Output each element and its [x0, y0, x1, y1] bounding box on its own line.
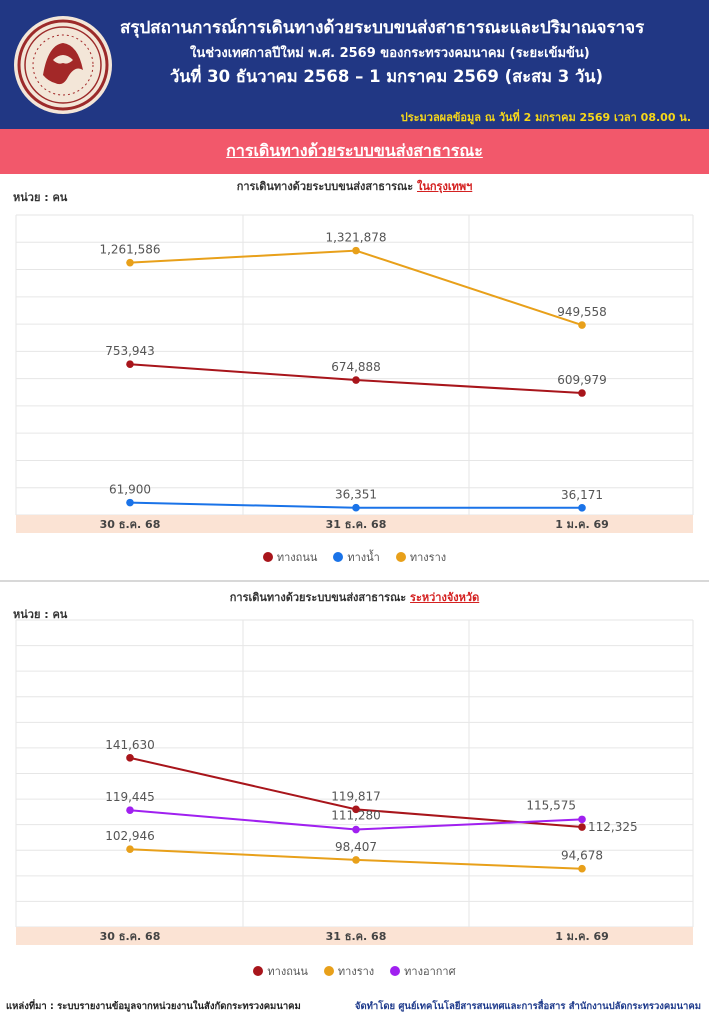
x-tick-label: 30 ธ.ค. 68	[100, 930, 161, 943]
data-point[interactable]	[578, 823, 586, 831]
legend-label: ทางน้ำ	[347, 551, 380, 564]
data-point[interactable]	[578, 389, 586, 397]
data-point[interactable]	[352, 246, 360, 255]
header: สรุปสถานการณ์การเดินทางด้วยระบบขนส่งสาธา…	[0, 0, 709, 129]
data-label: 119,445	[105, 790, 155, 804]
data-point[interactable]	[126, 498, 134, 507]
data-label: 98,407	[335, 840, 377, 854]
data-point[interactable]	[352, 503, 360, 512]
footer-producer: จัดทำโดย ศูนย์เทคโนโลยีสารสนเทศและการสื่…	[354, 1001, 701, 1012]
legend-item[interactable]: ทางราง	[395, 548, 447, 566]
data-point[interactable]	[578, 503, 586, 512]
data-label: 1,321,878	[325, 231, 386, 245]
data-point[interactable]	[578, 864, 586, 873]
legend-marker-icon	[333, 552, 344, 562]
ministry-seal-logo	[14, 16, 112, 114]
data-label: 674,888	[331, 360, 381, 374]
legend-label: ทางราง	[337, 965, 375, 978]
legend-item[interactable]: ทางอากาศ	[390, 962, 456, 980]
legend-item[interactable]: ทางถนน	[262, 548, 318, 566]
section-banner: การเดินทางด้วยระบบขนส่งสาธารณะ	[0, 129, 709, 174]
series-0: 753,943 674,888 609,979	[105, 344, 607, 397]
data-label: 112,325	[588, 820, 638, 834]
series-line	[129, 249, 583, 327]
chart1-legend: ทางถนน ทางน้ำ ทางราง	[0, 548, 709, 566]
data-point[interactable]	[126, 754, 134, 762]
data-label: 949,558	[557, 305, 607, 319]
header-title: สรุปสถานการณ์การเดินทางด้วยระบบขนส่งสาธา…	[120, 18, 645, 38]
legend-label: ทางถนน	[276, 551, 318, 564]
data-label: 1,261,586	[99, 243, 160, 257]
x-tick-label: 1 ม.ค. 69	[555, 518, 609, 531]
data-point[interactable]	[126, 258, 134, 267]
data-label: 141,630	[105, 738, 155, 752]
chart2-unit-label: หน่วย : คน	[13, 608, 68, 621]
series-1: 61,900 36,351 36,171	[109, 483, 603, 512]
x-tick-label: 1 ม.ค. 69	[555, 930, 609, 943]
header-date-range: วันที่ 30 ธันวาคม 2568 – 1 มกราคม 2569 (…	[170, 67, 604, 86]
legend-marker-icon	[395, 552, 406, 562]
legend-label: ทางอากาศ	[404, 965, 456, 978]
data-point[interactable]	[126, 806, 134, 815]
chart2-title-highlight: ระหว่างจังหวัด	[410, 591, 480, 604]
data-point[interactable]	[352, 825, 360, 834]
data-label: 36,171	[561, 488, 603, 502]
legend-marker-icon	[390, 966, 401, 976]
data-point[interactable]	[578, 815, 586, 824]
data-label: 119,817	[331, 789, 381, 803]
data-label: 115,575	[526, 798, 576, 812]
data-point[interactable]	[352, 856, 360, 864]
footer-source: แหล่งที่มา : ระบบรายงานข้อมูลจากหน่วยงาน…	[6, 1001, 301, 1012]
legend-marker-icon	[323, 966, 334, 976]
chart1-unit-label: หน่วย : คน	[13, 191, 68, 204]
gridlines	[15, 214, 694, 516]
data-label: 61,900	[109, 483, 151, 497]
legend-label: ทางถนน	[267, 965, 308, 978]
data-label: 111,280	[331, 809, 381, 823]
gridlines	[15, 619, 694, 928]
data-label: 609,979	[557, 373, 607, 387]
series-1: 102,946 98,407 94,678	[105, 829, 603, 873]
series-2: 119,445 111,280 115,575	[105, 790, 586, 834]
processed-at-text: ประมวลผลข้อมูล ณ วันที่ 2 มกราคม 2569 เว…	[400, 111, 691, 124]
data-point[interactable]	[578, 321, 586, 329]
x-axis-band	[16, 515, 693, 533]
section-divider	[0, 580, 709, 582]
chart2-plot: 30 ธ.ค. 68 31 ธ.ค. 68 1 ม.ค. 69 141,630 119,…	[15, 619, 694, 945]
chart2-title-prefix: การเดินทางด้วยระบบขนส่งสาธารณะ	[229, 591, 411, 604]
banner-label: การเดินทางด้วยระบบขนส่งสาธารณะ	[226, 141, 483, 160]
data-point[interactable]	[126, 845, 134, 853]
data-label: 102,946	[105, 829, 155, 843]
x-tick-label: 31 ธ.ค. 68	[326, 930, 387, 943]
data-point[interactable]	[352, 376, 360, 384]
x-axis-band	[16, 927, 693, 945]
legend-label: ทางราง	[409, 551, 447, 564]
series-2: 1,261,586 1,321,878 949,558	[99, 231, 607, 329]
chart1-plot: 30 ธ.ค. 68 31 ธ.ค. 68 1 ม.ค. 69 753,943 674,…	[15, 214, 694, 533]
chart1-title-highlight: ในกรุงเทพฯ	[417, 180, 473, 193]
chart2-legend: ทางถนน ทางราง ทางอากาศ	[0, 962, 709, 980]
data-label: 36,351	[335, 488, 377, 502]
chart1-title: การเดินทางด้วยระบบขนส่งสาธารณะ ในกรุงเทพ…	[0, 177, 709, 195]
x-tick-label: 30 ธ.ค. 68	[100, 518, 161, 531]
data-label: 94,678	[561, 849, 603, 863]
series-0: 141,630 119,817 112,325	[105, 738, 637, 834]
data-label: 753,943	[105, 344, 155, 358]
x-tick-label: 31 ธ.ค. 68	[326, 518, 387, 531]
legend-marker-icon	[253, 966, 264, 976]
legend-item[interactable]: ทางถนน	[253, 962, 308, 980]
header-subtitle: ในช่วงเทศกาลปีใหม่ พ.ศ. 2569 ของกระทรวงค…	[190, 46, 590, 61]
chart1-title-prefix: การเดินทางด้วยระบบขนส่งสาธารณะ	[236, 180, 417, 193]
legend-item[interactable]: ทางราง	[323, 962, 375, 980]
legend-item[interactable]: ทางน้ำ	[333, 548, 380, 566]
data-point[interactable]	[126, 360, 134, 369]
data-point[interactable]	[352, 805, 360, 814]
chart2-title: การเดินทางด้วยระบบขนส่งสาธารณะ ระหว่างจั…	[0, 588, 709, 606]
legend-marker-icon	[262, 552, 273, 562]
